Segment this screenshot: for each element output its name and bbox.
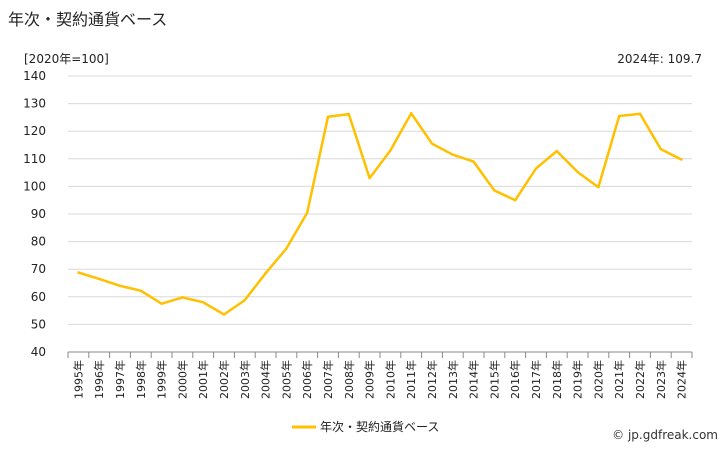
y-tick-label: 100 (23, 179, 46, 193)
chart-title: 年次・契約通貨ベース (8, 10, 168, 29)
x-tick-label: 2010年 (383, 360, 397, 399)
x-tick-label: 2024年 (675, 360, 689, 399)
data-point (618, 114, 621, 118)
data-point (680, 158, 683, 161)
data-point (389, 149, 392, 152)
x-tick-label: 2021年 (612, 360, 626, 399)
x-axis-ticks: 1995年 1996年 1997年 1998年 1999年 2000年 2001年 2002年… (67, 352, 693, 399)
data-point (451, 153, 454, 156)
latest-value-label: 2024年: 109.7 (617, 52, 702, 66)
y-tick-label: 120 (23, 124, 46, 138)
x-tick-label: 2009年 (363, 360, 377, 399)
x-tick-label: 2004年 (259, 360, 273, 399)
series-layer (77, 112, 683, 316)
x-tick-label: 1999年 (155, 360, 169, 399)
data-point (160, 302, 163, 305)
y-tick-label: 80 (31, 235, 46, 249)
x-tick-label: 2019年 (571, 360, 585, 399)
grid-lines (68, 75, 692, 325)
x-tick-label: 2003年 (238, 360, 252, 399)
y-tick-label: 90 (31, 207, 46, 221)
data-point (139, 289, 142, 292)
y-tick-label: 50 (31, 317, 46, 331)
data-point (181, 296, 184, 299)
y-axis-ticks: 40 50 60 70 80 90 100 110 120 130 140 (23, 69, 46, 359)
data-point (493, 189, 496, 192)
data-point (638, 112, 642, 116)
data-point (98, 277, 101, 281)
data-point (202, 301, 205, 304)
x-tick-label: 2018年 (550, 360, 564, 399)
data-point (410, 112, 413, 115)
data-point (659, 147, 662, 151)
data-point (534, 167, 538, 170)
legend-label: 年次・契約通貨ベース (320, 419, 439, 434)
y-tick-label: 130 (23, 97, 46, 111)
x-tick-label: 2011年 (404, 360, 418, 399)
data-point (306, 211, 309, 214)
data-point (243, 298, 246, 302)
y-tick-label: 60 (31, 290, 46, 304)
x-tick-label: 2013年 (446, 360, 460, 399)
x-tick-label: 2014年 (467, 360, 481, 399)
data-point (430, 142, 434, 145)
x-tick-label: 2016年 (508, 360, 522, 399)
x-tick-label: 2023年 (654, 360, 668, 399)
x-tick-label: 2020年 (591, 360, 605, 399)
data-point (368, 176, 371, 180)
y-tick-label: 140 (23, 69, 46, 83)
x-tick-label: 2007年 (321, 360, 335, 399)
data-point (264, 272, 267, 275)
x-tick-label: 1998年 (134, 360, 148, 399)
data-point (77, 271, 80, 274)
data-point (514, 199, 517, 202)
x-tick-label: 1996年 (92, 360, 106, 399)
y-tick-label: 70 (31, 262, 46, 276)
x-tick-label: 2000年 (175, 360, 189, 399)
data-point (576, 170, 579, 174)
credit-text: © jp.gdfreak.com (612, 428, 718, 442)
x-tick-label: 2002年 (217, 360, 231, 399)
x-tick-label: 2008年 (342, 360, 356, 399)
unit-label: [2020年=100] (24, 52, 109, 66)
data-point (347, 112, 350, 116)
x-tick-label: 1997年 (113, 360, 127, 399)
x-tick-label: 2022年 (633, 360, 647, 399)
x-tick-label: 2017年 (529, 360, 543, 399)
data-point (285, 247, 288, 250)
x-tick-label: 2006年 (300, 360, 314, 399)
y-tick-label: 40 (31, 345, 46, 359)
x-tick-label: 2012年 (425, 360, 439, 399)
data-point (555, 149, 558, 153)
data-point (222, 313, 226, 316)
series-line (78, 112, 683, 316)
data-point (118, 284, 122, 287)
x-tick-label: 1995年 (71, 360, 85, 399)
x-tick-label: 2015年 (487, 360, 501, 399)
data-point (326, 115, 330, 119)
x-tick-label: 2001年 (196, 360, 210, 399)
x-tick-label: 2005年 (279, 360, 293, 399)
data-point (472, 160, 475, 163)
legend: 年次・契約通貨ベース (292, 419, 439, 434)
y-tick-label: 110 (23, 152, 46, 166)
data-point (597, 186, 600, 189)
